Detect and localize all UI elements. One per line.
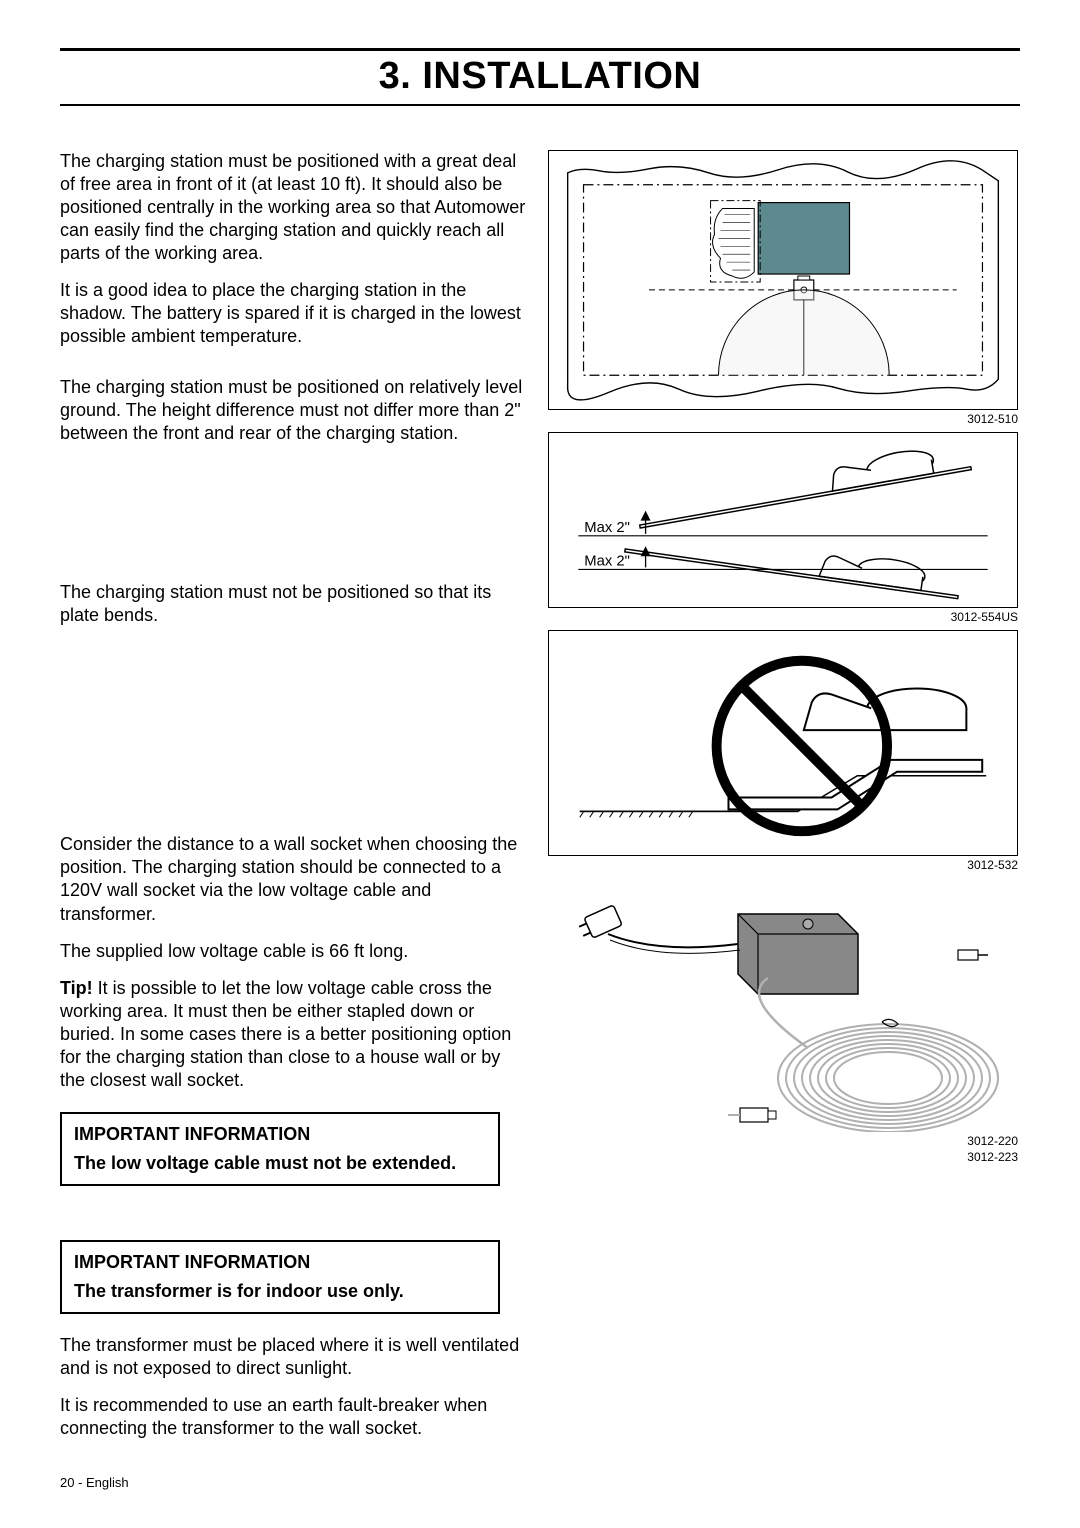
paragraph: The charging station must be positioned … — [60, 376, 530, 445]
paragraph: The charging station must be positioned … — [60, 150, 530, 265]
paragraph: Tip! It is possible to let the low volta… — [60, 977, 530, 1092]
page-footer: 20 - English — [60, 1475, 129, 1490]
paragraph: It is a good idea to place the charging … — [60, 279, 530, 348]
info-text: The low voltage cable must not be extend… — [74, 1153, 486, 1174]
level-diagram-icon: Max 2" Max 2" — [549, 433, 1017, 607]
text-column: The charging station must be positioned … — [60, 150, 530, 1454]
figure-caption: 3012-223 — [548, 1150, 1018, 1164]
paragraph: Consider the distance to a wall socket w… — [60, 833, 530, 925]
info-box: IMPORTANT INFORMATION The low voltage ca… — [60, 1112, 500, 1186]
figure-level-ground: Max 2" Max 2" — [548, 432, 1018, 608]
info-title: IMPORTANT INFORMATION — [74, 1124, 486, 1145]
figure-transformer-cable — [548, 878, 1018, 1132]
max-label-2: Max 2" — [584, 553, 630, 569]
tip-text: It is possible to let the low voltage ca… — [60, 978, 511, 1090]
content-columns: The charging station must be positioned … — [60, 150, 1020, 1454]
yard-diagram-icon — [549, 151, 1017, 409]
info-box: IMPORTANT INFORMATION The transformer is… — [60, 1240, 500, 1314]
paragraph: The supplied low voltage cable is 66 ft … — [60, 940, 530, 963]
prohibit-diagram-icon — [549, 631, 1017, 855]
page-title: 3. INSTALLATION — [60, 55, 1020, 98]
info-title: IMPORTANT INFORMATION — [74, 1252, 486, 1273]
paragraph: It is recommended to use an earth fault-… — [60, 1394, 530, 1440]
figure-bent-plate — [548, 630, 1018, 856]
paragraph: The charging station must not be positio… — [60, 581, 530, 627]
figure-caption: 3012-220 — [548, 1134, 1018, 1148]
transformer-diagram-icon — [548, 878, 1018, 1132]
figure-caption: 3012-510 — [548, 412, 1018, 426]
max-label-1: Max 2" — [584, 520, 630, 536]
figure-yard-layout — [548, 150, 1018, 410]
info-text: The transformer is for indoor use only. — [74, 1281, 486, 1302]
paragraph: The transformer must be placed where it … — [60, 1334, 530, 1380]
figure-caption: 3012-532 — [548, 858, 1018, 872]
figure-column: 3012-510 Max 2" — [548, 150, 1018, 1454]
figure-caption: 3012-554US — [548, 610, 1018, 624]
tip-label: Tip! — [60, 978, 93, 998]
